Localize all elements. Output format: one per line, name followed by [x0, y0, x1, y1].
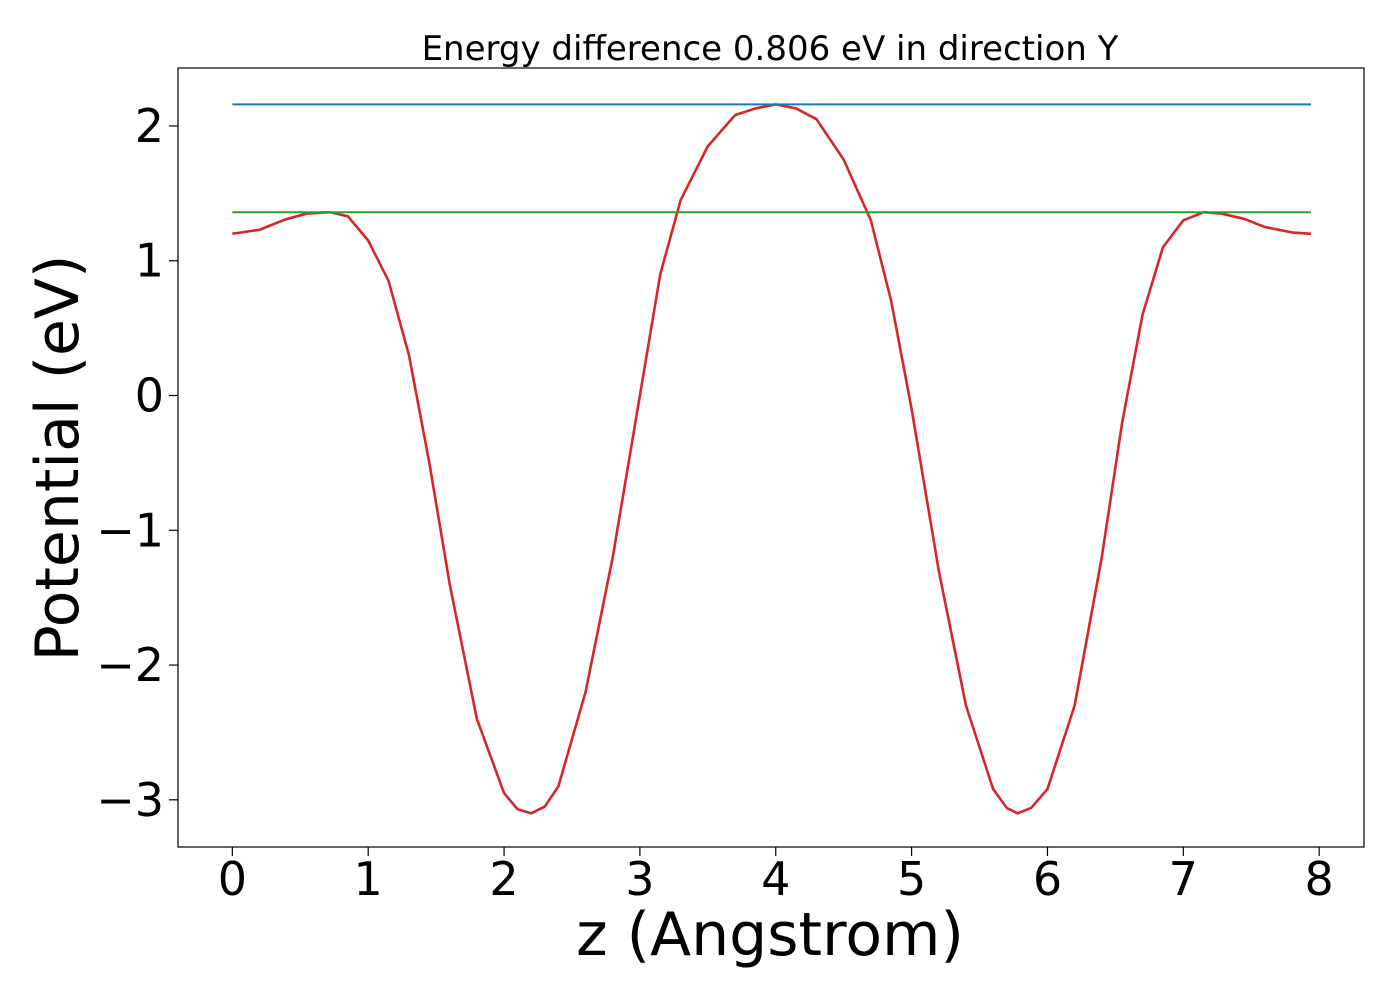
x-axis-ticks: 0 1 2 3 4 5 6 7 8: [218, 847, 1334, 906]
x-tick-label: 2: [489, 852, 518, 906]
y-tick-label: 1: [135, 234, 164, 288]
series-line-0: [232, 103, 1312, 815]
y-tick-label: −1: [96, 503, 164, 557]
y-tick-label: −2: [96, 638, 164, 692]
y-axis-label: Potential (eV): [23, 255, 93, 662]
chart-title: Energy difference 0.806 eV in direction …: [422, 29, 1119, 69]
x-tick-label: 0: [218, 852, 247, 906]
x-axis-label: z (Angstrom): [576, 900, 964, 970]
y-tick-label: 0: [135, 369, 164, 423]
x-tick-label: 4: [761, 852, 790, 906]
x-tick-label: 1: [354, 852, 383, 906]
y-axis-ticks: 2 1 0 −1 −2 −3: [96, 99, 178, 827]
x-tick-label: 7: [1169, 852, 1198, 906]
x-tick-label: 6: [1033, 852, 1062, 906]
x-tick-label: 8: [1305, 852, 1334, 906]
x-tick-label: 5: [897, 852, 926, 906]
series-layer: [232, 103, 1312, 815]
y-tick-label: 2: [135, 99, 164, 153]
y-tick-label: −3: [96, 773, 164, 827]
x-tick-label: 3: [625, 852, 654, 906]
plot-frame: [177, 67, 1365, 848]
